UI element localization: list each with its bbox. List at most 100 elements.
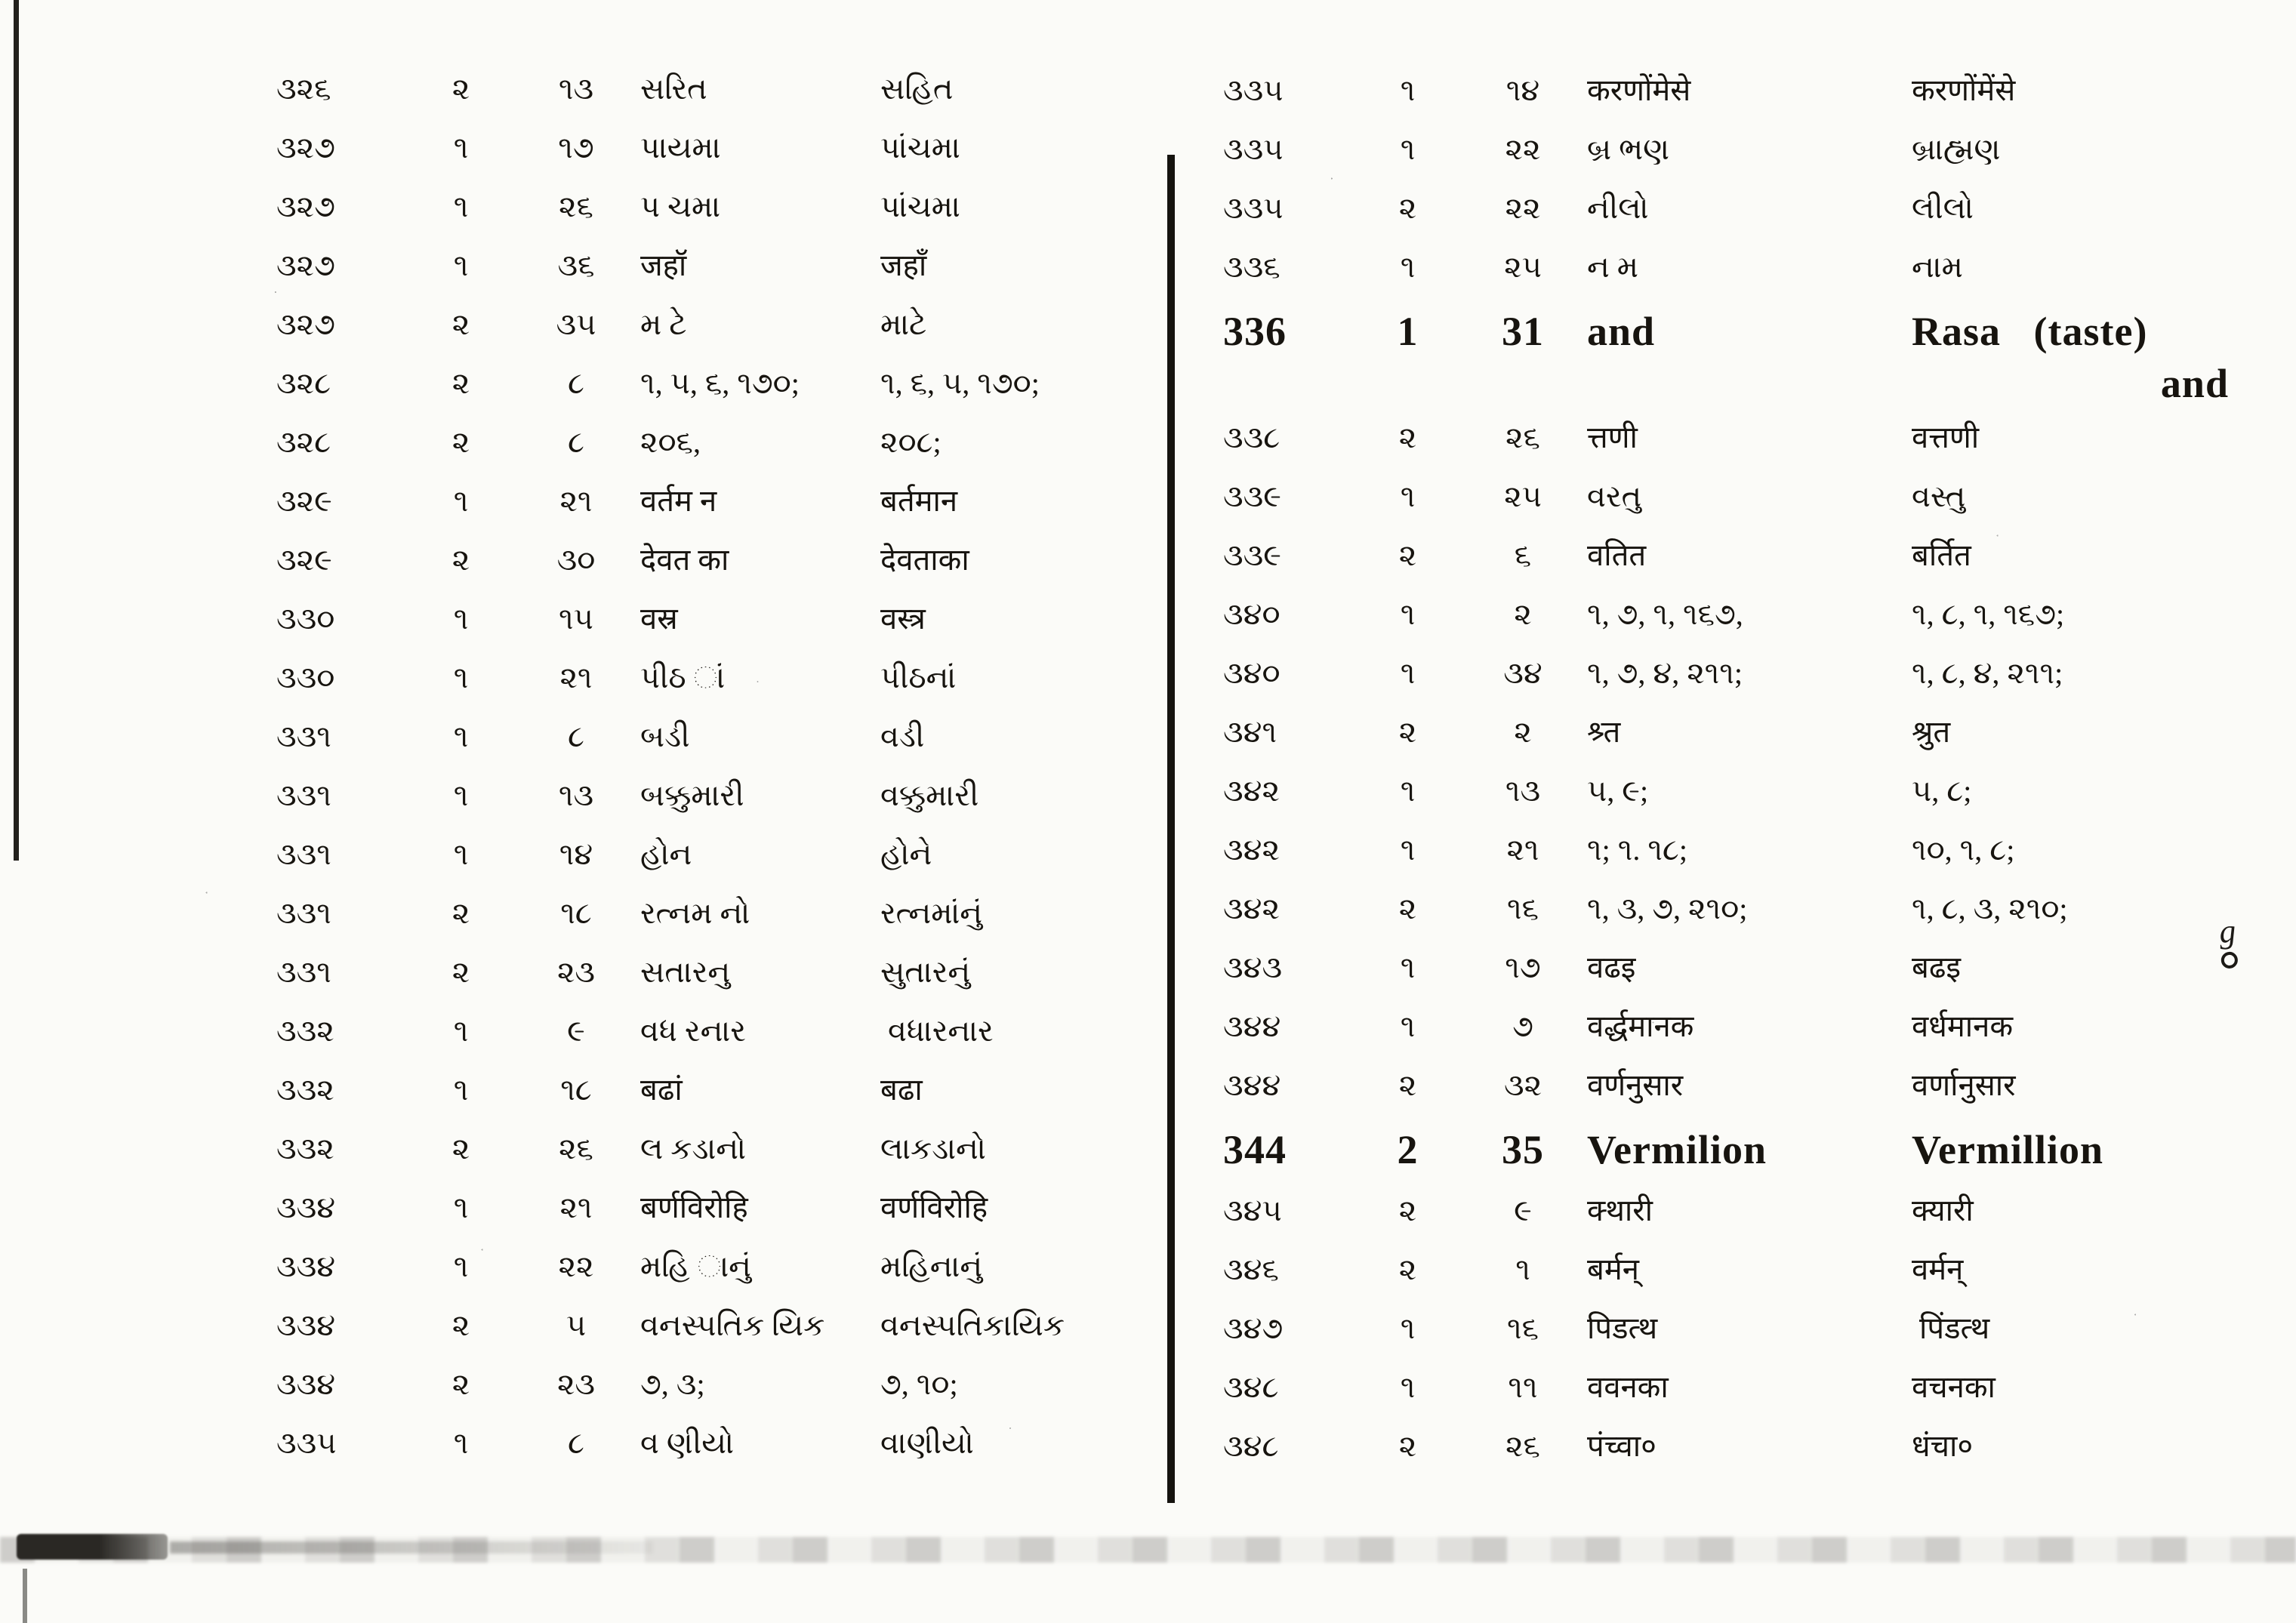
column-number-cell: ૧ xyxy=(1400,950,1416,984)
correct-text-cell: ૨૦૮; xyxy=(880,425,942,459)
incorrect-text-cell: क्थारी xyxy=(1587,1193,1653,1227)
incorrect-text-cell: ववनका xyxy=(1587,1370,1669,1404)
column-number-cell: ૧ xyxy=(453,248,469,282)
incorrect-text-cell: जहॉ xyxy=(640,248,687,282)
errata-row: ૩૨૮ ૨ ૮ ૧, ૫, ૬, ૧૭૦; ૧, ૬, ૫, ૧૭૦; xyxy=(255,367,1142,426)
page-number-cell: ૩૩૧ xyxy=(276,896,331,930)
page-number-cell: ૩૩૧ xyxy=(276,955,331,989)
errata-row: ૩૩૦ ૧ ૨૧ પીઠ ાં પીઠનાં xyxy=(255,661,1142,720)
correct-text-cell: धंचा० xyxy=(1912,1429,1974,1463)
line-number-cell: ૧૪ xyxy=(559,837,593,871)
correct-text-cell: वर्मन् xyxy=(1912,1252,1964,1286)
correct-text-cell: ૧, ૬, ૫, ૧૭૦; xyxy=(880,366,1040,400)
page-number-cell: 336 xyxy=(1223,309,1287,354)
errata-row: ૩૪૪ ૨ ૩૨ वर्णनुसार वर्णानुसार xyxy=(1202,1069,2282,1128)
column-number-cell: ૧ xyxy=(453,189,469,223)
page-number-cell: 344 xyxy=(1223,1127,1287,1172)
page-number-cell: ૩૩૬ xyxy=(1223,250,1281,284)
errata-row: ૩૨૭ ૧ ૩૬ जहॉ जहाँ xyxy=(255,249,1142,308)
correct-text-cell: वर्णविरोहि xyxy=(880,1190,988,1224)
incorrect-text-cell: વધ રનાર xyxy=(640,1014,746,1048)
column-number-cell: ૨ xyxy=(1398,1429,1417,1463)
column-number-cell: ૨ xyxy=(1398,420,1417,454)
column-number-cell: ૧ xyxy=(453,719,469,753)
line-number-cell: ૨૨ xyxy=(1505,191,1541,225)
line-number-cell: ૧૭ xyxy=(1505,950,1541,984)
incorrect-text-cell: ૧, ૭, ૧, ૧૬૭, xyxy=(1587,597,1743,631)
errata-row: ૩૩૫ ૨ ૨૨ નીલો લીલો xyxy=(1202,192,2282,251)
errata-row: ૩૨૯ ૨ ૩૦ देवत का देवताका xyxy=(255,544,1142,602)
column-number-cell: ૧ xyxy=(453,1073,469,1107)
incorrect-text-cell: હોન xyxy=(640,837,692,871)
page-number-cell: ૩૩૫ xyxy=(1223,73,1284,107)
line-number-cell: 31 xyxy=(1502,309,1544,354)
incorrect-text-cell: श्र्त xyxy=(1587,715,1621,749)
page-number-cell: ૩૪૪ xyxy=(1223,1009,1281,1043)
column-number-cell: ૨ xyxy=(1398,1193,1417,1227)
line-number-cell: ૨૧ xyxy=(559,661,593,694)
column-number-cell: ૧ xyxy=(453,1426,469,1460)
correct-text-cell: वर्णानुसार xyxy=(1912,1068,2016,1102)
incorrect-text-cell: पंच्वा० xyxy=(1587,1429,1657,1463)
line-number-cell: ૩૨ xyxy=(1503,1068,1542,1102)
page-number-cell: ૩૪૩ xyxy=(1223,950,1283,984)
line-number-cell: ૨૫ xyxy=(1504,250,1542,284)
correct-text-cell: પાંચમા xyxy=(880,189,960,223)
correct-text-cell: ૫, ૮; xyxy=(1912,774,1972,808)
page-number-cell: ૩૩૧ xyxy=(276,719,331,753)
incorrect-text-cell: પાયમા xyxy=(640,131,721,165)
correct-text-cell: હોને xyxy=(880,837,932,871)
page-number-cell: ૩૪૮ xyxy=(1223,1429,1279,1463)
line-number-cell: ૧૭ xyxy=(558,131,594,165)
line-number-cell: ૩૪ xyxy=(1503,656,1542,690)
line-number-cell: ૭ xyxy=(1512,1009,1533,1043)
column-number-cell: ૧ xyxy=(1400,250,1416,284)
page-number-cell: ૩૩૫ xyxy=(1223,191,1284,225)
column-number-cell: ૧ xyxy=(1400,132,1416,166)
page-number-cell: ૩૩૫ xyxy=(1223,132,1284,166)
correct-text-cell: Vermillion xyxy=(1912,1127,2104,1172)
incorrect-text-cell: ન મ xyxy=(1587,250,1639,284)
line-number-cell: ૮ xyxy=(568,366,584,400)
errata-row: ૩૩૨ ૧ ૯ વધ રનાર વધારનાર xyxy=(255,1015,1142,1073)
column-number-cell: ૧ xyxy=(1400,479,1416,513)
page-number-cell: ૩૪૫ xyxy=(1223,1193,1282,1227)
page-number-cell: ૩૨૭ xyxy=(276,307,335,341)
column-number-cell: ૨ xyxy=(1398,1068,1417,1102)
errata-row: ૩૪૨ ૧ ૨૧ ૧; ૧. ૧૮; ૧૦, ૧, ૮; xyxy=(1202,833,2282,892)
line-number-cell: ૨૩ xyxy=(556,955,596,989)
column-number-cell: ૧ xyxy=(1400,1311,1416,1345)
errata-row: ૩૪૪ ૧ ૭ वर्द्धमानक वर्धमानक xyxy=(1202,1010,2282,1069)
correct-text-cell: રત્નમાંનું xyxy=(880,896,983,930)
incorrect-text-cell: करणोंमेसे xyxy=(1587,73,1691,107)
page-number-cell: ૩૨૭ xyxy=(276,131,335,165)
line-number-cell: ૩૦ xyxy=(556,543,596,577)
line-number-cell: ૧૬ xyxy=(1507,1311,1539,1345)
errata-row: ૩૩૪ ૧ ૨૧ बर्णविरोहि वर्णविरोहि xyxy=(255,1191,1142,1250)
incorrect-text-cell: बर्मन् xyxy=(1587,1252,1639,1286)
errata-row: ૩૩૮ ૨ ૨૬ त्तणी वत्तणी xyxy=(1202,421,2282,480)
line-number-cell: ૧૫ xyxy=(559,602,593,636)
column-number-cell: ૨ xyxy=(1398,191,1417,225)
errata-row: ૩૨૯ ૧ ૨૧ वर्तम न बर्तमान xyxy=(255,485,1142,544)
errata-row: 344 2 35 Vermilion Vermillion xyxy=(1202,1127,2282,1194)
scanner-smudge-band xyxy=(0,1537,2296,1563)
column-number-cell: ૧ xyxy=(453,484,469,518)
line-number-cell: ૨૬ xyxy=(559,189,593,223)
incorrect-text-cell: પ ચમા xyxy=(640,189,720,223)
page-number-cell: ૩૩૧ xyxy=(276,837,331,871)
line-number-cell: ૫ xyxy=(566,1308,587,1342)
column-number-cell: ૧ xyxy=(1400,1370,1416,1404)
column-number-cell: ૧ xyxy=(453,661,469,694)
incorrect-text-cell: બ્ર ભણ xyxy=(1587,132,1669,166)
incorrect-text-cell: લ કડાનો xyxy=(640,1132,747,1166)
errata-row: ૩૩૧ ૧ ૧૪ હોન હોને xyxy=(255,838,1142,897)
correct-text-cell: ૧, ૮, ૩, ૨૧૦; xyxy=(1912,892,2068,925)
errata-table-right: ૩૩૫ ૧ ૧૪ करणोंमेसे करणोंमेंसे ૩૩૫ ૧ ૨૨ બ્ર ભણ બ્ર… xyxy=(1202,74,2282,1489)
line-number-cell: ૨૬ xyxy=(1505,1429,1540,1463)
page-number-cell: ૩૩૪ xyxy=(276,1308,336,1342)
page-left-edge-line-lower xyxy=(23,1569,27,1623)
line-number-cell: ૧૬ xyxy=(1507,892,1539,925)
page-number-cell: ૩૪૨ xyxy=(1223,833,1280,867)
correct-text-cell: वस्त्र xyxy=(880,602,926,636)
